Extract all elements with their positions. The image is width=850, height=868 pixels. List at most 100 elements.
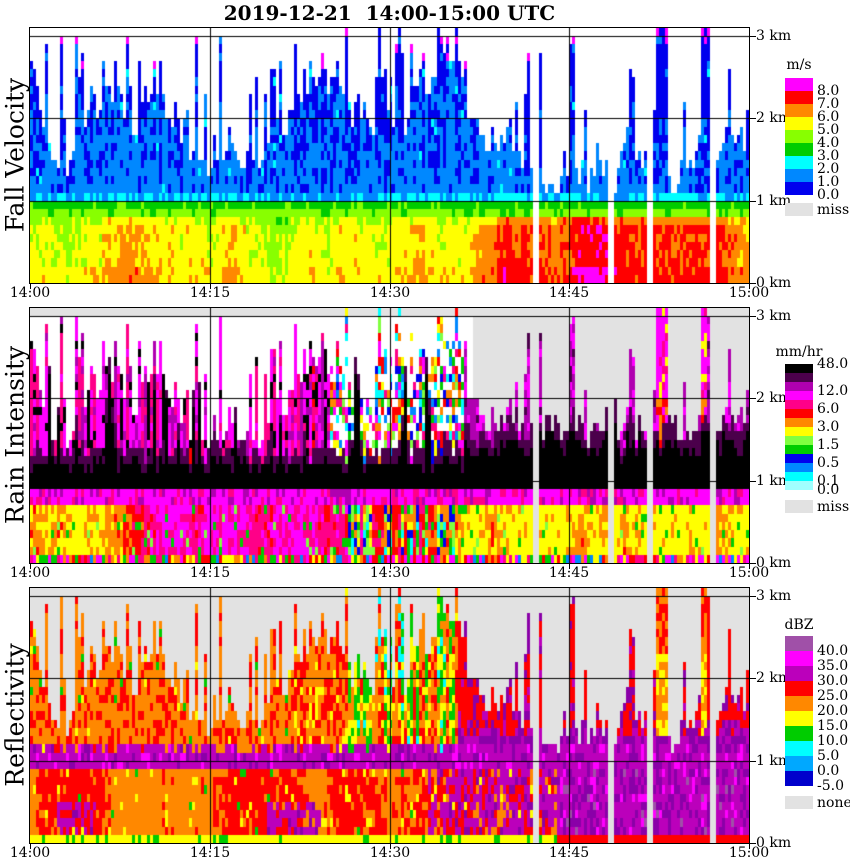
colorbar-cell <box>785 364 813 373</box>
axis-tick <box>750 563 756 564</box>
colorbar-tick-label: 6.0 <box>817 401 840 417</box>
colorbar-cell <box>785 169 813 182</box>
axis-tick <box>569 564 570 569</box>
colorbar-tick-label: 7.0 <box>817 96 840 112</box>
xtick-label: 14:30 <box>369 845 411 861</box>
axis-tick <box>750 761 756 762</box>
axis-tick <box>750 678 756 679</box>
axis-tick <box>210 284 211 289</box>
axis-tick <box>390 844 391 849</box>
rain-intensity-heatmap <box>29 307 750 564</box>
xtick-label: 15:00 <box>728 845 770 861</box>
colorbar-tick-label: 20.0 <box>817 703 849 719</box>
colorbar-cell <box>785 156 813 169</box>
colorbar-cell <box>785 681 813 696</box>
xtick-label: 14:00 <box>9 285 51 301</box>
colorbar-tick-label: 4.0 <box>817 135 840 151</box>
axis-tick <box>750 843 756 844</box>
axis-tick <box>749 564 750 569</box>
axis-tick <box>750 36 756 37</box>
xtick-label: 14:00 <box>9 845 51 861</box>
reflectivity-heatmap <box>29 587 750 844</box>
colorbar-cell <box>785 143 813 156</box>
colorbar-tick-label: 8.0 <box>817 83 840 99</box>
axis-tick <box>750 481 756 482</box>
colorbar-tick-label: 30.0 <box>817 673 849 689</box>
colorbar-tick-label: 6.0 <box>817 109 840 125</box>
colorbar-title-mmhr: mm/hr <box>775 344 823 360</box>
colorbar-cell <box>785 771 813 786</box>
axis-tick <box>30 844 31 849</box>
colorbar-cell <box>785 463 813 472</box>
colorbar-cell <box>785 78 813 91</box>
xtick-label: 14:00 <box>9 565 51 581</box>
km-label: 0 km <box>756 555 792 571</box>
xtick-label: 14:15 <box>189 565 231 581</box>
colorbar-tick-label: 1.0 <box>817 174 840 190</box>
colorbar-tick-label: 12.0 <box>817 383 849 399</box>
colorbar-tick-label: 40.0 <box>817 643 849 659</box>
colorbar-extra-cell <box>785 500 813 513</box>
colorbar-cell <box>785 436 813 445</box>
colorbar-cell <box>785 472 813 481</box>
xtick-label: 14:30 <box>369 565 411 581</box>
axis-tick <box>750 316 756 317</box>
colorbar-tick-label: 25.0 <box>817 688 849 704</box>
axis-tick <box>390 284 391 289</box>
colorbar-tick-label: 10.0 <box>817 733 849 749</box>
xtick-label: 14:45 <box>548 565 590 581</box>
km-label: 0 km <box>756 835 792 851</box>
colorbar-cell <box>785 130 813 143</box>
colorbar-cell <box>785 382 813 391</box>
colorbar-cell <box>785 454 813 463</box>
xtick-label: 14:15 <box>189 845 231 861</box>
colorbar-tick-label: -5.0 <box>817 778 844 794</box>
km-label: 2 km <box>756 110 792 126</box>
colorbar-tick-label: 2.0 <box>817 161 840 177</box>
axis-tick <box>750 596 756 597</box>
colorbar-extra-label: miss <box>817 202 850 218</box>
km-label: 2 km <box>756 390 792 406</box>
colorbar-extra-cell <box>785 796 813 809</box>
figure-title: 2019-12-21 14:00-15:00 UTC <box>223 1 556 25</box>
colorbar-tick-label: 48.0 <box>817 356 849 372</box>
colorbar-tick-label: 35.0 <box>817 658 849 674</box>
km-label: 3 km <box>756 588 792 604</box>
colorbar-cell <box>785 741 813 756</box>
colorbar-title-dbz: dBZ <box>784 617 814 633</box>
colorbar-cell <box>785 409 813 418</box>
fall-velocity-heatmap <box>29 27 750 284</box>
colorbar-tick-label: 15.0 <box>817 718 849 734</box>
xtick-label: 14:45 <box>548 285 590 301</box>
km-label: 2 km <box>756 670 792 686</box>
km-label: 3 km <box>756 308 792 324</box>
colorbar-cell <box>785 418 813 427</box>
colorbar-cell <box>785 756 813 771</box>
colorbar-cell <box>785 182 813 195</box>
panel-label-fall-velocity: Fall Velocity <box>0 77 30 233</box>
colorbar-tick-label: 5.0 <box>817 748 840 764</box>
axis-tick <box>750 398 756 399</box>
colorbar-cell <box>785 117 813 130</box>
colorbar-cell <box>785 711 813 726</box>
xtick-label: 15:00 <box>728 565 770 581</box>
colorbar-extra-label: miss <box>817 499 850 515</box>
km-label: 3 km <box>756 28 792 44</box>
xtick-label: 14:45 <box>548 845 590 861</box>
colorbar-cell <box>785 445 813 454</box>
colorbar-tick-label: 5.0 <box>817 122 840 138</box>
km-label: 0 km <box>756 275 792 291</box>
panel-label-reflectivity: Reflectivity <box>0 643 30 787</box>
colorbar-cell <box>785 666 813 681</box>
colorbar-tick-label: 0.5 <box>817 455 840 471</box>
colorbar-cell <box>785 104 813 117</box>
axis-tick <box>750 118 756 119</box>
axis-tick <box>30 284 31 289</box>
colorbar-cell <box>785 373 813 382</box>
axis-tick <box>210 844 211 849</box>
colorbar-cell <box>785 696 813 711</box>
xtick-label: 14:15 <box>189 285 231 301</box>
colorbar-cell <box>785 726 813 741</box>
axis-tick <box>30 564 31 569</box>
